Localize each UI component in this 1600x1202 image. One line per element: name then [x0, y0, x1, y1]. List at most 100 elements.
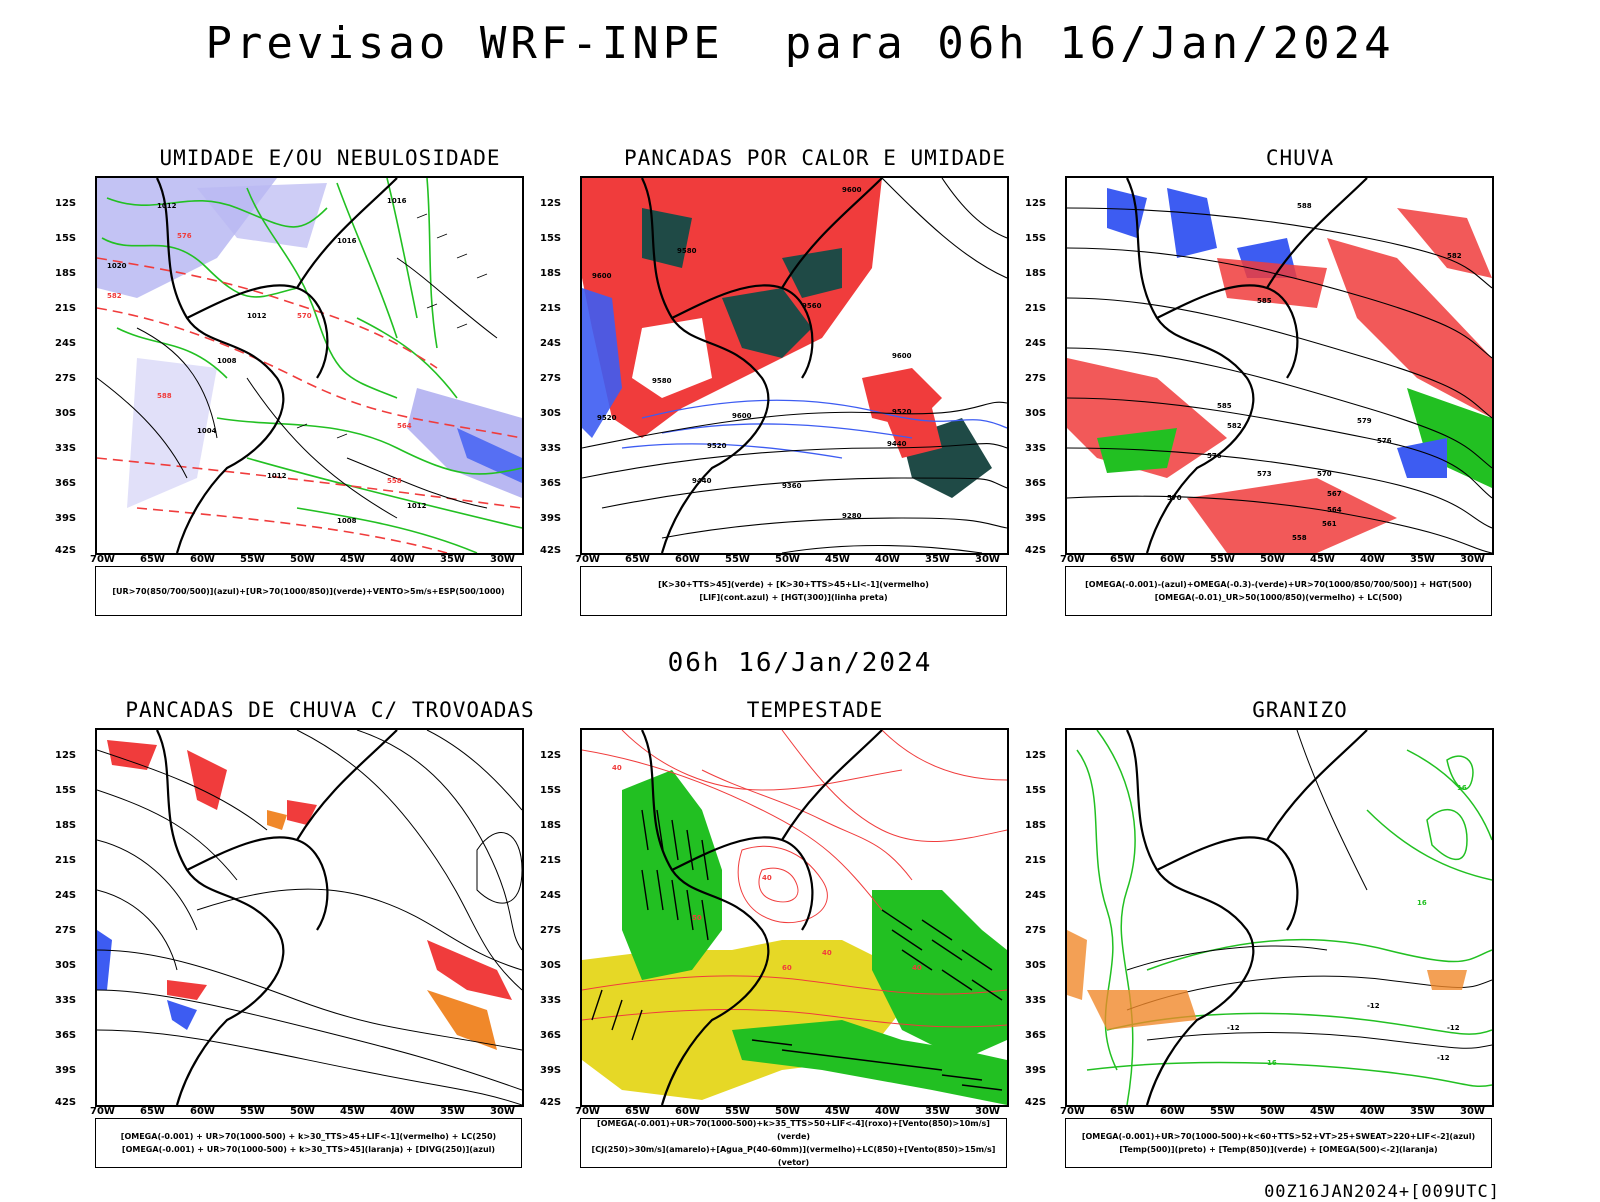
- lon-label: 45W: [1310, 1106, 1335, 1117]
- map-trovoadas[interactable]: [95, 728, 524, 1107]
- lat-label: 36S: [55, 478, 77, 489]
- map-graphic: [97, 730, 522, 1105]
- lon-label: 35W: [1410, 554, 1435, 565]
- contour-label: 40: [912, 964, 922, 972]
- lon-label: 40W: [390, 554, 415, 565]
- contour-label: 9360: [782, 482, 802, 490]
- lon-label: 65W: [1110, 1106, 1135, 1117]
- contour-label: 585: [1257, 297, 1272, 305]
- lat-label: 36S: [1025, 478, 1047, 489]
- lon-label: 55W: [240, 554, 265, 565]
- lon-label: 35W: [1410, 1106, 1435, 1117]
- lon-label: 30W: [975, 1106, 1000, 1117]
- map-chuva[interactable]: 588 585 585 582 579 576 573 570 567 564 …: [1065, 176, 1494, 555]
- panel-tempestade: TEMPESTADE: [540, 698, 1065, 1178]
- lat-label: 39S: [55, 1065, 77, 1076]
- lat-label: 30S: [540, 408, 562, 419]
- lat-label: 39S: [540, 1065, 562, 1076]
- contour-label: 9440: [887, 440, 907, 448]
- lat-label: 33S: [55, 443, 77, 454]
- lat-label: 15S: [540, 785, 562, 796]
- lon-label: 60W: [190, 554, 215, 565]
- contour-label: 9520: [892, 408, 912, 416]
- legend-line: [K>30+TTS>45](verde) + [K>30+TTS>45+LI<-…: [658, 580, 929, 589]
- lat-label: 18S: [540, 820, 562, 831]
- lon-label: 65W: [140, 1106, 165, 1117]
- map-pancadas-calor[interactable]: 9600 9580 9560 9520 9600 9600 9520 9440 …: [580, 176, 1009, 555]
- lon-label: 40W: [875, 554, 900, 565]
- contour-label: 1004: [197, 427, 217, 435]
- lat-label: 12S: [55, 198, 77, 209]
- lon-label: 60W: [1160, 554, 1185, 565]
- contour-label: 9280: [842, 512, 862, 520]
- lon-label: 50W: [290, 1106, 315, 1117]
- lat-label: 36S: [540, 1030, 562, 1041]
- lon-label: 60W: [675, 554, 700, 565]
- lat-label: 33S: [1025, 443, 1047, 454]
- lat-label: 15S: [1025, 233, 1047, 244]
- lat-label: 27S: [55, 373, 77, 384]
- contour-label: -12: [1447, 1024, 1460, 1032]
- lat-label: 39S: [540, 513, 562, 524]
- contour-label: 9520: [597, 414, 617, 422]
- lat-label: 36S: [55, 1030, 77, 1041]
- map-graphic: 9600 9580 9560 9520 9600 9600 9520 9440 …: [582, 178, 1007, 553]
- lon-label: 65W: [625, 1106, 650, 1117]
- contour-label: 564: [397, 422, 412, 430]
- lat-label: 12S: [540, 198, 562, 209]
- lon-label: 70W: [575, 1106, 600, 1117]
- contour-label: 9580: [652, 377, 672, 385]
- lat-label: 12S: [540, 750, 562, 761]
- lat-label: 21S: [55, 855, 77, 866]
- contour-label: 9600: [842, 186, 862, 194]
- lat-label: 42S: [540, 545, 562, 556]
- contour-label: 1008: [217, 357, 237, 365]
- contour-label: 9600: [592, 272, 612, 280]
- contour-label: -12: [1437, 1054, 1450, 1062]
- contour-label: 558: [1292, 534, 1307, 542]
- contour-label: 570: [1317, 470, 1332, 478]
- contour-label: 1012: [407, 502, 427, 510]
- lon-label: 30W: [1460, 554, 1485, 565]
- contour-label: 579: [1357, 417, 1372, 425]
- lat-label: 30S: [55, 960, 77, 971]
- contour-label: 16: [1417, 899, 1427, 907]
- contour-label: 588: [1297, 202, 1312, 210]
- lat-label: 24S: [540, 338, 562, 349]
- contour-label: 9560: [802, 302, 822, 310]
- contour-label: 573: [1257, 470, 1272, 478]
- legend-line: [UR>70(850/700/500)](azul)+[UR>70(1000/8…: [112, 586, 505, 596]
- contour-label: 1016: [337, 237, 357, 245]
- lat-label: 12S: [1025, 198, 1047, 209]
- contour-label: 576: [177, 232, 192, 240]
- lon-label: 40W: [1360, 1106, 1385, 1117]
- panel-trovoadas: PANCADAS DE CHUVA C/ TROVOADAS: [55, 698, 580, 1178]
- lon-label: 50W: [1260, 554, 1285, 565]
- panel-title: CHUVA: [1265, 146, 1335, 170]
- lon-label: 35W: [440, 554, 465, 565]
- lat-label: 15S: [55, 233, 77, 244]
- map-tempestade[interactable]: 40 40 50 60 40 40: [580, 728, 1009, 1107]
- legend-line: [OMEGA(-0.001) + UR>70(1000-500) + k>30_…: [121, 1145, 496, 1154]
- main-title: Previsao WRF-INPE para 06h 16/Jan/2024: [205, 18, 1395, 69]
- panel-umidade: UMIDADE E/OU NEBULOSIDADE: [55, 146, 580, 626]
- map-granizo[interactable]: -12 -12 -12 -12 16 16 16: [1065, 728, 1494, 1107]
- lat-label: 36S: [1025, 1030, 1047, 1041]
- contour-label: 40: [822, 949, 832, 957]
- lon-label: 40W: [390, 1106, 415, 1117]
- contour-label: 576: [1207, 452, 1222, 460]
- lon-label: 45W: [825, 1106, 850, 1117]
- contour-label: 570: [1167, 494, 1182, 502]
- contour-label: 1008: [337, 517, 357, 525]
- lat-label: 27S: [55, 925, 77, 936]
- lon-label: 65W: [625, 554, 650, 565]
- map-umidade[interactable]: 1012 1016 1016 1020 1012 1008 1004 1012 …: [95, 176, 524, 555]
- legend-line: [OMEGA(-0.01)_UR>50(1000/850)(vermelho) …: [1154, 593, 1403, 602]
- map-graphic: 1012 1016 1016 1020 1012 1008 1004 1012 …: [97, 178, 522, 553]
- lat-label: 33S: [1025, 995, 1047, 1006]
- contour-label: 582: [1447, 252, 1462, 260]
- panel-title: TEMPESTADE: [746, 698, 884, 722]
- contour-label: 9520: [707, 442, 727, 450]
- panel-granizo: GRANIZO: [1025, 698, 1550, 1178]
- panel-title: GRANIZO: [1252, 698, 1348, 722]
